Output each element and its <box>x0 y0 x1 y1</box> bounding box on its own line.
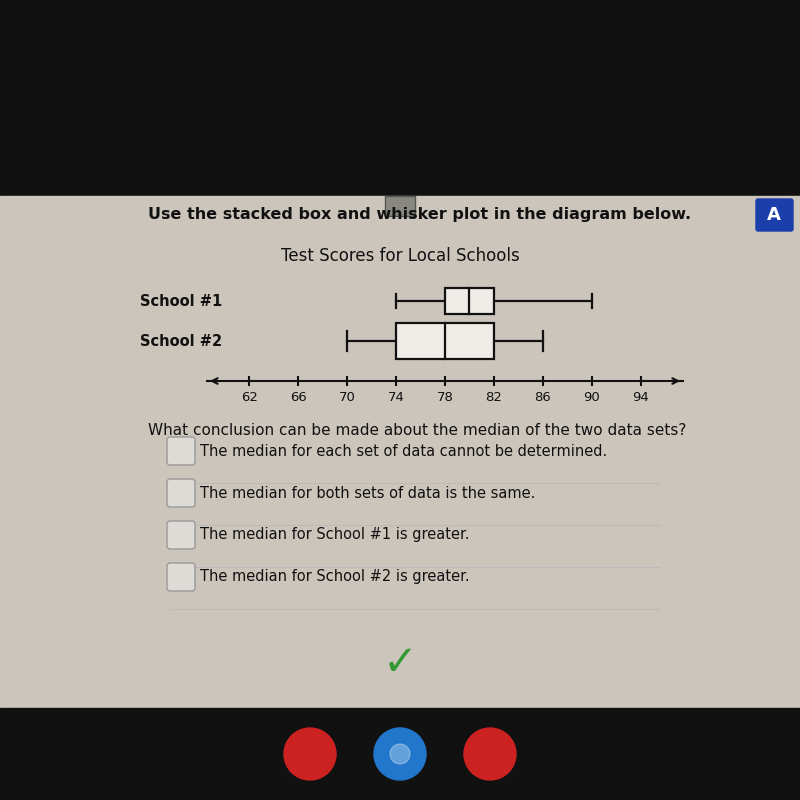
Circle shape <box>464 728 516 780</box>
Text: Use the stacked box and whisker plot in the diagram below.: Use the stacked box and whisker plot in … <box>148 207 691 222</box>
Bar <box>445 288 494 314</box>
Circle shape <box>390 744 410 764</box>
Text: The median for School #1 is greater.: The median for School #1 is greater. <box>200 527 470 542</box>
Text: 66: 66 <box>290 391 306 404</box>
Text: What conclusion can be made about the median of the two data sets?: What conclusion can be made about the me… <box>148 423 686 438</box>
Text: 62: 62 <box>241 391 258 404</box>
Bar <box>0 0 800 196</box>
Bar <box>385 196 415 216</box>
Bar <box>0 708 800 800</box>
Circle shape <box>284 728 336 780</box>
Text: 70: 70 <box>338 391 356 404</box>
FancyBboxPatch shape <box>167 521 195 549</box>
Text: 86: 86 <box>534 391 551 404</box>
Text: ✓: ✓ <box>382 642 418 684</box>
Text: 78: 78 <box>437 391 454 404</box>
Text: 94: 94 <box>632 391 649 404</box>
Text: 74: 74 <box>388 391 405 404</box>
Text: Test Scores for Local Schools: Test Scores for Local Schools <box>281 247 519 265</box>
FancyBboxPatch shape <box>167 563 195 591</box>
Text: 82: 82 <box>486 391 502 404</box>
Text: The median for each set of data cannot be determined.: The median for each set of data cannot b… <box>200 443 607 458</box>
FancyBboxPatch shape <box>167 479 195 507</box>
Text: The median for both sets of data is the same.: The median for both sets of data is the … <box>200 486 535 501</box>
Bar <box>396 323 494 359</box>
FancyBboxPatch shape <box>167 437 195 465</box>
Circle shape <box>374 728 426 780</box>
FancyBboxPatch shape <box>756 199 793 231</box>
Text: The median for School #2 is greater.: The median for School #2 is greater. <box>200 570 470 585</box>
Text: 90: 90 <box>583 391 600 404</box>
Text: School #1: School #1 <box>140 294 222 309</box>
Bar <box>0 196 800 708</box>
Text: A: A <box>767 206 781 224</box>
Text: School #2: School #2 <box>140 334 222 349</box>
